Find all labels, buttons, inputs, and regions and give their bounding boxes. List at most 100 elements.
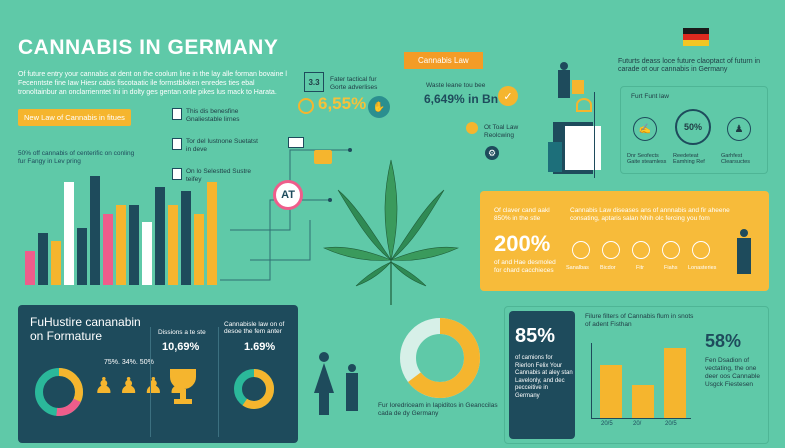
list-item: Tor del Iustnone Suetatst in deve [172,138,262,154]
bar [142,221,152,285]
list-item-text: Tor del Iustnone Suetatst in deve [186,138,258,153]
mid-label: Dissions a te ste [158,329,206,336]
bar [632,385,654,418]
divider [594,92,595,178]
bar [77,227,87,285]
person-icon: ♟ [143,373,164,398]
top-right-text: Futurts deass loce future claoptact of f… [618,58,761,73]
pie-chart-small [234,369,274,409]
bar [600,365,622,418]
icon-label: Fiahs [664,265,678,271]
right-label: Cannabisle law on of desoe the fem anter [224,321,285,335]
leaf-icon [572,241,590,259]
right-chart-labels: 20/5 20/20/5 [591,421,691,431]
tick-label: 20/ [633,421,642,427]
person-icon: ♟ [727,117,751,141]
divider [218,327,219,437]
page-title: CANNABIS IN GERMANY [18,36,279,59]
yellow-panel: Of claver cand aakl 850% in the stle 200… [480,191,769,291]
stat-box-caption: Fater tactical fur Gorte adverlises [330,76,378,91]
bar [116,204,126,285]
tick-label: 20/5 [601,421,613,427]
child-figure-icon [344,364,360,414]
person-icon: ♟ [94,373,114,398]
law-panel: Furt Funt law ✍ 50% ♟ Dnr Seofects Gaite… [620,86,768,174]
crown-icon [576,98,592,112]
people-stat: 75%. 34%. 50% [104,359,154,366]
panel-title-line2: on Formature [30,329,103,343]
woman-figure-icon [312,352,336,418]
divider [150,327,151,437]
bottle-icon [548,142,562,172]
stat-card: 85% of camions for Rierlon Felix Your Ca… [509,311,575,439]
bag-icon [572,80,584,94]
mail-icon [288,137,304,148]
at-badge: AT [273,180,303,210]
bar [194,213,204,285]
bulb-icon [466,122,478,134]
person-body [558,70,570,98]
chart-title: Filure filters of Cannabis flum in snots… [585,313,694,328]
percent-circle: 50% [675,109,711,145]
trophy-icon [168,369,198,409]
icon-label: Lonasteries [688,265,717,271]
clock-icon [602,241,620,259]
cannabis-leaf-icon [322,159,460,305]
bar [181,190,191,285]
document-icon [172,108,182,120]
mail-caption: Ot Toal Law Reolcwing [484,124,519,139]
businessman-icon [736,229,752,275]
donut-chart-small [35,368,83,416]
check-icon: ✓ [498,86,518,106]
yellow-right-text: Cannabis Law diseases ans of annnabis an… [570,207,730,222]
yellow-big-stat: 200% [494,231,551,256]
people-icon [692,241,710,259]
right-value: 1.69% [244,341,276,353]
right-big-text: Fen Dsadion of vectating, the one deer o… [705,357,760,388]
left-list: This dis benesfine Gnaliestable lirnes T… [172,108,262,184]
icon-label: Fitr [636,265,644,271]
panel-title: Furt Funt law [631,93,669,100]
bar [168,204,178,285]
bar [51,241,61,285]
right-big-stat: 58% [705,331,742,351]
document-icon [172,138,182,150]
percent-stat: 6,55% [318,94,367,113]
stats-left-text: 50% off cannabis of centerific on conlin… [18,150,135,165]
hand-icon: ✋ [368,96,390,118]
icon-label: Sanalbas [566,265,589,271]
law-value: 6,649% in Bn [424,92,499,106]
intro-text: Of future entry your cannabis at dent on… [18,71,287,96]
person-icon: ♟ [118,373,139,398]
panel-item: Reedeteat Eamhing Ref [673,153,705,165]
bottom-left-panel: FuHustire cananabin on Formature 75%. 34… [18,305,298,443]
bottom-right-panel: 85% of camions for Rierlon Felix Your Ca… [504,306,769,444]
bar [155,187,165,285]
yellow-left-sub: of and Hae desmoled for chard cacchieces [494,259,556,274]
donut-caption: Fur Ioredriceam in Iapiditos in Geanccil… [378,402,498,417]
list-item: On lo Selestted Sustre teifey [172,168,262,184]
folder-icon [314,150,332,164]
gear-icon: ⚙ [485,146,499,160]
bar [25,250,35,285]
tick-label: 20/5 [665,421,677,427]
stat-card-big: 85% [515,325,556,347]
icon-label: Bicdor [600,265,616,271]
list-item-text: This dis benesfine Gnaliestable lirnes [186,108,240,123]
bar [64,181,74,285]
bar [129,204,139,285]
panel-item: Garhfest Clearsuctes [721,153,751,165]
list-item-text: On lo Selestted Sustre teifey [186,168,252,183]
mid-value: 10,69% [162,341,200,353]
new-law-tag: New Law of Cannabis in fitues [18,109,131,126]
bar [207,181,217,285]
pin-icon [632,241,650,259]
document-icon [565,126,601,170]
donut-chart-large [400,318,480,398]
panel-title-line1: FuHustire cananabin [30,315,141,329]
bar [664,347,686,418]
list-item: This dis benesfine Gnaliestable lirnes [172,108,262,124]
shield-icon [662,241,680,259]
bar [103,213,113,285]
panel-item: Dnr Seofects Gaite steamless [627,153,667,165]
